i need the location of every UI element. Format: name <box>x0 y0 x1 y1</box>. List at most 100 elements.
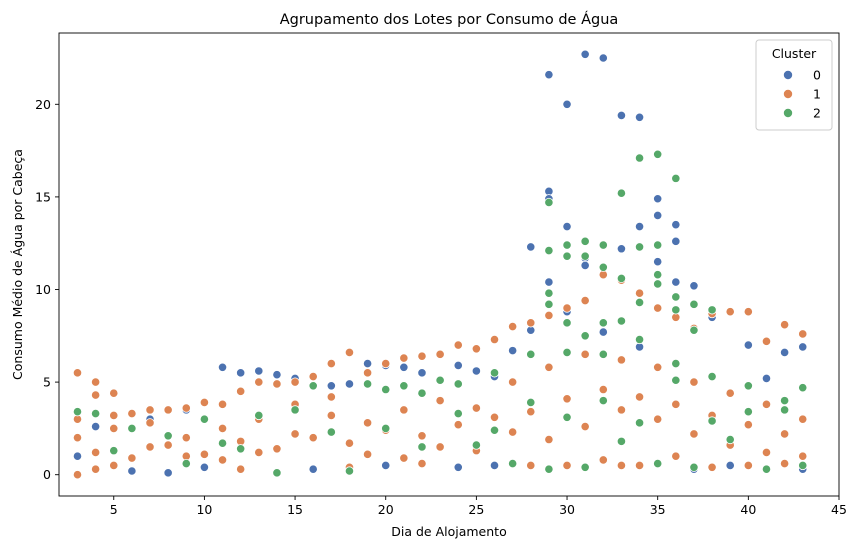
data-point-cluster-1 <box>761 336 772 346</box>
data-point-cluster-1 <box>544 362 554 372</box>
legend-marker-cluster-2 <box>783 108 794 119</box>
data-point-cluster-1 <box>91 377 101 387</box>
y-axis-label: Consumo Médio de Água por Cabeça <box>10 149 25 380</box>
data-point-cluster-1 <box>381 358 391 369</box>
data-point-cluster-1 <box>671 399 681 409</box>
y-tick-label: 0 <box>43 467 51 482</box>
data-point-cluster-0 <box>798 342 808 352</box>
data-point-cluster-2 <box>381 423 391 433</box>
data-point-cluster-2 <box>544 299 554 309</box>
data-point-cluster-0 <box>580 49 590 59</box>
x-tick-label: 40 <box>740 502 756 517</box>
data-point-cluster-1 <box>508 427 518 437</box>
y-tick-label: 10 <box>35 282 51 297</box>
data-point-cluster-0 <box>580 260 590 271</box>
data-point-cluster-2 <box>653 149 663 159</box>
data-point-cluster-1 <box>344 438 355 448</box>
data-point-cluster-0 <box>127 466 137 476</box>
data-point-cluster-1 <box>798 329 808 339</box>
data-point-cluster-1 <box>399 453 409 463</box>
data-point-cluster-1 <box>109 423 119 433</box>
data-point-cluster-0 <box>417 368 427 378</box>
data-point-cluster-2 <box>526 397 536 408</box>
data-point-cluster-2 <box>580 236 590 246</box>
data-point-cluster-2 <box>236 444 246 454</box>
data-point-cluster-2 <box>671 358 681 369</box>
data-point-cluster-1 <box>72 368 83 378</box>
x-tick-label: 15 <box>287 502 303 517</box>
data-point-cluster-1 <box>562 394 572 404</box>
data-point-cluster-2 <box>344 466 355 476</box>
data-point-cluster-1 <box>508 321 518 332</box>
data-point-cluster-2 <box>616 436 627 446</box>
x-tick-label: 10 <box>196 502 212 517</box>
data-point-cluster-1 <box>435 349 445 359</box>
data-point-cluster-2 <box>326 427 336 437</box>
data-point-cluster-2 <box>217 438 228 448</box>
legend-marker-cluster-1 <box>783 89 794 100</box>
data-point-cluster-2 <box>181 458 191 469</box>
data-point-cluster-1 <box>163 405 173 415</box>
data-point-cluster-2 <box>435 375 445 385</box>
data-point-cluster-0 <box>725 460 735 471</box>
data-point-cluster-0 <box>616 244 627 254</box>
data-point-cluster-1 <box>526 318 536 328</box>
data-point-cluster-1 <box>217 399 228 409</box>
data-point-cluster-2 <box>544 288 554 298</box>
data-point-cluster-2 <box>562 318 572 328</box>
data-point-cluster-2 <box>399 381 409 391</box>
y-tick-label: 15 <box>35 189 51 204</box>
data-point-cluster-1 <box>217 455 228 465</box>
data-point-cluster-1 <box>598 455 608 465</box>
data-point-cluster-2 <box>634 418 645 428</box>
data-point-cluster-1 <box>653 362 663 372</box>
data-point-cluster-1 <box>308 371 318 382</box>
data-point-cluster-2 <box>653 279 663 289</box>
data-point-cluster-1 <box>453 340 463 350</box>
data-point-cluster-1 <box>725 307 735 317</box>
data-point-cluster-1 <box>562 303 572 313</box>
data-point-cluster-0 <box>761 373 772 383</box>
data-point-cluster-1 <box>109 460 119 471</box>
data-point-cluster-0 <box>471 366 481 376</box>
data-point-cluster-2 <box>580 462 590 472</box>
data-point-cluster-2 <box>780 396 790 406</box>
data-point-cluster-2 <box>544 197 554 208</box>
legend-label-cluster-0: 0 <box>813 68 821 83</box>
data-point-cluster-1 <box>653 303 663 313</box>
points-layer <box>72 49 808 480</box>
data-point-cluster-2 <box>562 240 572 250</box>
data-point-cluster-0 <box>562 99 572 109</box>
data-point-cluster-2 <box>598 240 608 250</box>
data-point-cluster-1 <box>417 431 427 441</box>
legend: Cluster 0 1 2 <box>755 39 833 131</box>
data-point-cluster-2 <box>453 408 463 419</box>
data-point-cluster-0 <box>544 70 554 80</box>
data-point-cluster-2 <box>689 325 699 335</box>
data-point-cluster-2 <box>616 273 627 283</box>
data-point-cluster-2 <box>598 318 608 328</box>
data-point-cluster-2 <box>562 347 572 358</box>
data-point-cluster-1 <box>435 396 445 406</box>
data-point-cluster-2 <box>598 396 608 406</box>
data-point-cluster-1 <box>780 320 790 330</box>
data-point-cluster-2 <box>272 468 282 478</box>
data-point-cluster-1 <box>290 429 300 439</box>
data-point-cluster-2 <box>362 379 373 389</box>
data-point-cluster-1 <box>761 399 772 409</box>
data-point-cluster-1 <box>254 447 264 458</box>
data-point-cluster-1 <box>562 460 572 471</box>
data-point-cluster-1 <box>109 388 119 398</box>
data-point-cluster-0 <box>616 110 627 121</box>
y-tick-label: 20 <box>35 97 51 112</box>
data-point-cluster-0 <box>91 421 101 432</box>
data-point-cluster-0 <box>508 346 518 356</box>
data-point-cluster-2 <box>707 371 717 382</box>
data-point-cluster-0 <box>489 460 500 471</box>
data-point-cluster-2 <box>544 464 554 474</box>
data-point-cluster-0 <box>72 451 83 461</box>
data-point-cluster-2 <box>163 431 173 441</box>
data-point-cluster-2 <box>671 305 681 315</box>
data-point-cluster-1 <box>127 408 137 419</box>
data-point-cluster-1 <box>780 458 790 469</box>
